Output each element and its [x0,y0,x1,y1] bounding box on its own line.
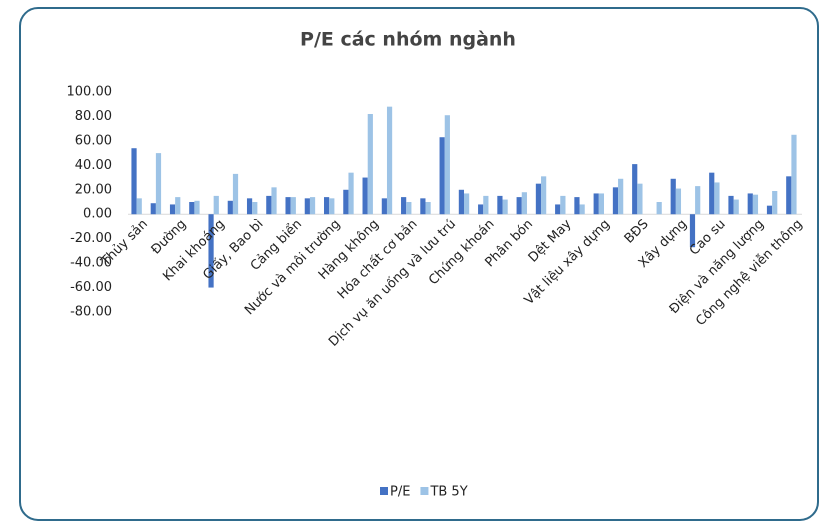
bar [425,202,431,215]
legend-label: P/E [390,485,410,500]
bar [362,177,368,215]
bar [324,197,330,215]
bar [579,204,585,215]
bar [535,183,542,215]
bar [574,197,580,215]
bar [246,198,253,215]
bar [271,187,277,215]
y-tick-label: -60.00 [70,280,112,295]
bar [752,194,759,215]
bar [227,200,233,215]
bar [766,205,773,215]
bar [675,188,682,215]
bar [632,164,638,215]
y-tick-label: -20.00 [70,231,112,246]
bar [689,214,696,248]
bar [304,198,310,215]
y-tick-label: -40.00 [70,256,112,271]
y-tick-label: 100.00 [67,85,113,100]
legend-swatch [420,487,429,495]
bar [733,199,739,215]
bar [232,173,239,215]
bar [714,182,720,215]
bar [637,183,643,215]
y-tick-label: 0.00 [83,207,112,222]
bar [169,204,176,215]
bar [252,202,258,215]
chart-title: P/E các nhóm ngành [300,29,516,51]
bar [521,192,527,215]
bar [656,202,662,215]
y-tick-label: 80.00 [75,109,112,124]
bar [555,204,561,215]
bar [175,197,181,215]
bar [329,198,335,215]
bar [189,202,195,215]
legend-swatch [380,487,388,495]
bar [439,137,445,215]
chart-frame [19,7,819,521]
bar [155,153,162,215]
bar [772,191,778,215]
bar [386,106,393,215]
bar [406,202,412,215]
bar [136,198,142,215]
bar [791,134,797,215]
bar [502,199,508,215]
bar [612,187,619,215]
bar [285,197,291,215]
bar [747,193,753,215]
bar [728,195,734,215]
bar [478,204,484,215]
bar [458,189,464,215]
bar [598,193,604,215]
legend-label: TB 5Y [429,485,467,500]
bar [194,200,200,215]
bar [670,178,676,215]
bar [560,195,566,215]
y-tick-label: 60.00 [75,133,112,148]
bar [593,193,599,215]
bar [786,176,792,215]
bar [348,172,354,215]
bar [131,148,137,215]
bar [695,186,701,215]
bar [367,114,373,215]
bar [401,197,407,215]
bar [150,203,156,215]
bar [618,178,624,215]
bar [266,195,272,215]
bar [343,189,349,215]
bar [381,198,387,215]
bar [464,193,470,215]
bar [213,195,219,215]
y-tick-label: 40.00 [75,158,112,173]
bar [483,195,489,215]
bar [208,214,214,288]
bar [420,198,426,215]
bar [290,197,296,215]
bar [709,172,715,215]
bar [309,197,316,215]
bar [444,115,450,215]
y-tick-label: 20.00 [75,182,112,197]
bar [516,197,522,215]
bar [497,195,503,215]
bar [541,176,547,215]
y-tick-label: -80.00 [70,305,112,320]
